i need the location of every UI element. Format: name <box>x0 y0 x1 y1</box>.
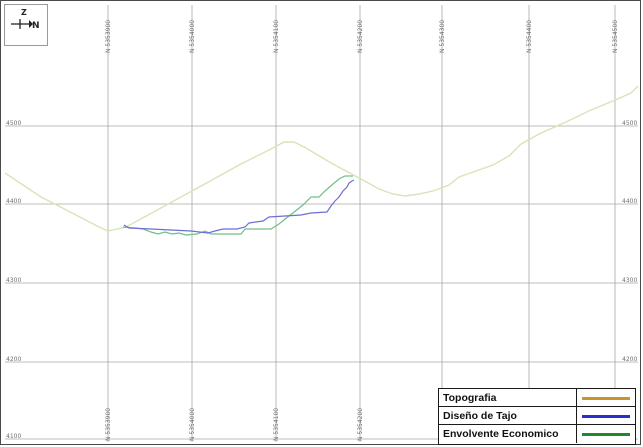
legend-item-topografia: Topografia <box>439 389 635 407</box>
x-tick-label-top: N 5354400 <box>526 20 533 53</box>
legend: Topografia Diseño de Tajo Envolvente Eco… <box>438 388 636 445</box>
y-tick-label-left: 4500 <box>6 120 21 127</box>
y-tick-label-right: 4300 <box>622 277 637 284</box>
diseno-de-tajo-line <box>123 179 355 234</box>
compass-right-label: N <box>32 21 40 31</box>
legend-item-diseno-de-tajo: Diseño de Tajo <box>439 407 635 425</box>
y-tick-label-left: 4200 <box>6 356 21 363</box>
y-tick-label-right: 4200 <box>622 356 637 363</box>
legend-swatch <box>582 415 630 418</box>
compass-box: Z N <box>4 4 48 46</box>
x-tick-label-bottom: N 5353900 <box>105 408 112 441</box>
legend-label: Topografia <box>443 392 497 404</box>
y-tick-label-left: 4400 <box>6 198 21 205</box>
y-tick-label-right: 4500 <box>622 120 637 127</box>
legend-swatch <box>582 433 630 436</box>
y-tick-label-left: 4100 <box>6 433 21 440</box>
x-tick-label-bottom: N 5354100 <box>273 408 280 441</box>
legend-item-envolvente-economico: Envolvente Economico <box>439 425 635 443</box>
north-arrow-icon <box>11 19 33 29</box>
legend-swatch <box>582 397 630 400</box>
y-tick-label-right: 4400 <box>622 198 637 205</box>
topografia-line <box>4 85 639 232</box>
x-tick-label-top: N 5353900 <box>105 20 112 53</box>
x-tick-label-top: N 5354100 <box>273 20 280 53</box>
envolvente-economico-line <box>122 175 353 236</box>
legend-label: Envolvente Economico <box>443 428 559 440</box>
x-tick-label-top: N 5354200 <box>357 20 364 53</box>
y-tick-label-left: 4300 <box>6 277 21 284</box>
x-tick-label-top: N 5354000 <box>189 20 196 53</box>
x-tick-label-bottom: N 5354200 <box>357 408 364 441</box>
x-tick-label-top: N 5354300 <box>439 20 446 53</box>
compass-up-label: Z <box>21 8 27 17</box>
x-tick-label-top: N 5354500 <box>612 20 619 53</box>
x-tick-label-bottom: N 5354000 <box>189 408 196 441</box>
legend-label: Diseño de Tajo <box>443 410 517 422</box>
